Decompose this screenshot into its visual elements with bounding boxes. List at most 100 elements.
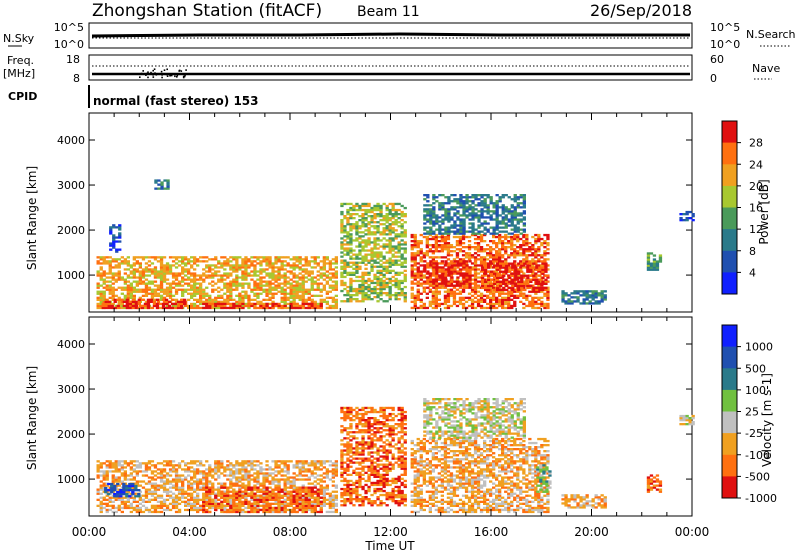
range-time-cell — [388, 285, 392, 289]
range-time-cell — [452, 300, 457, 303]
range-time-cell — [391, 223, 395, 226]
range-time-cell — [432, 286, 436, 289]
range-time-cell — [208, 298, 212, 301]
range-time-cell — [453, 270, 457, 273]
range-time-cell — [268, 282, 272, 285]
nave-point — [176, 74, 179, 77]
range-time-cell — [522, 286, 526, 289]
range-time-cell — [349, 237, 353, 240]
range-time-cell — [459, 282, 463, 285]
range-time-cell — [196, 460, 200, 463]
range-time-cell — [394, 296, 398, 299]
range-time-cell — [355, 213, 359, 216]
range-time-cell — [534, 290, 538, 293]
range-time-cell — [319, 282, 323, 285]
range-time-cell — [434, 280, 438, 283]
range-time-cell — [358, 285, 362, 289]
range-time-cell — [229, 272, 233, 275]
range-time-cell — [144, 492, 149, 495]
range-time-cell — [516, 264, 520, 267]
range-time-cell — [358, 279, 362, 283]
range-time-cell — [444, 228, 448, 231]
range-time-cell — [688, 217, 692, 220]
range-time-cell — [501, 254, 505, 257]
range-time-cell — [208, 282, 212, 285]
range-time-cell — [161, 298, 166, 301]
range-time-cell — [388, 213, 392, 216]
range-time-cell — [229, 292, 233, 295]
range-time-cell — [492, 266, 496, 269]
range-time-cell — [471, 222, 475, 225]
range-time-cell — [376, 202, 380, 206]
range-time-cell — [450, 278, 454, 281]
range-time-cell — [516, 230, 520, 233]
range-time-cell — [413, 254, 417, 257]
range-time-cell — [99, 464, 103, 467]
range-time-cell — [346, 273, 350, 276]
range-time-cell — [507, 274, 511, 277]
range-time-cell — [379, 213, 383, 216]
range-time-cell — [444, 280, 448, 283]
range-time-cell — [217, 470, 221, 473]
range-time-cell — [467, 240, 472, 243]
range-time-cell — [310, 272, 314, 275]
range-time-cell — [184, 290, 188, 293]
range-time-cell — [304, 270, 308, 273]
range-time-cell — [117, 296, 121, 299]
range-time-cell — [688, 210, 692, 214]
range-time-cell — [456, 260, 460, 263]
range-time-cell — [137, 306, 141, 310]
range-time-cell — [349, 227, 353, 230]
range-time-cell — [361, 298, 365, 301]
range-time-cell — [298, 282, 302, 285]
range-time-cell — [486, 228, 490, 231]
range-time-cell — [492, 286, 496, 289]
range-time-cell — [519, 212, 523, 215]
range-time-cell — [238, 300, 242, 303]
range-time-cell — [229, 298, 233, 301]
range-time-cell — [510, 298, 514, 301]
range-time-cell — [489, 246, 493, 249]
range-time-cell — [394, 219, 398, 222]
range-time-cell — [235, 256, 239, 259]
range-time-cell — [244, 282, 248, 285]
range-time-cell — [199, 292, 203, 295]
range-time-cell — [516, 226, 520, 229]
range-time-cell — [265, 274, 269, 277]
range-time-cell — [241, 278, 245, 281]
range-time-cell — [168, 508, 173, 512]
range-time-cell — [385, 251, 389, 254]
range-time-cell — [519, 246, 523, 249]
range-time-cell — [223, 292, 227, 295]
range-time-cell — [304, 258, 308, 261]
range-time-cell — [102, 274, 106, 277]
range-time-cell — [162, 460, 167, 463]
range-time-cell — [141, 500, 146, 503]
nsky-trace — [91, 32, 690, 38]
range-time-cell — [153, 498, 158, 501]
range-time-cell — [537, 302, 541, 306]
range-time-cell — [480, 214, 484, 217]
range-time-cell — [501, 244, 505, 247]
range-time-cell — [235, 286, 239, 289]
range-time-cell — [510, 224, 514, 227]
range-time-cell — [410, 274, 414, 277]
range-time-cell — [304, 276, 308, 279]
range-time-cell — [229, 294, 233, 297]
range-time-cell — [361, 287, 365, 291]
range-time-cell — [162, 468, 167, 471]
range-time-cell — [141, 290, 146, 293]
range-time-cell — [346, 294, 350, 297]
range-time-cell — [429, 220, 433, 223]
power-x-ticks — [88, 113, 693, 312]
range-time-cell — [600, 300, 604, 303]
range-time-cell — [525, 260, 529, 263]
range-time-cell — [462, 214, 466, 217]
range-time-cell — [534, 248, 538, 251]
range-time-cell — [190, 306, 194, 310]
range-time-cell — [140, 298, 145, 301]
range-time-cell — [498, 254, 502, 257]
range-time-cell — [181, 484, 185, 487]
range-time-cell — [391, 275, 395, 279]
range-time-cell — [428, 244, 432, 247]
